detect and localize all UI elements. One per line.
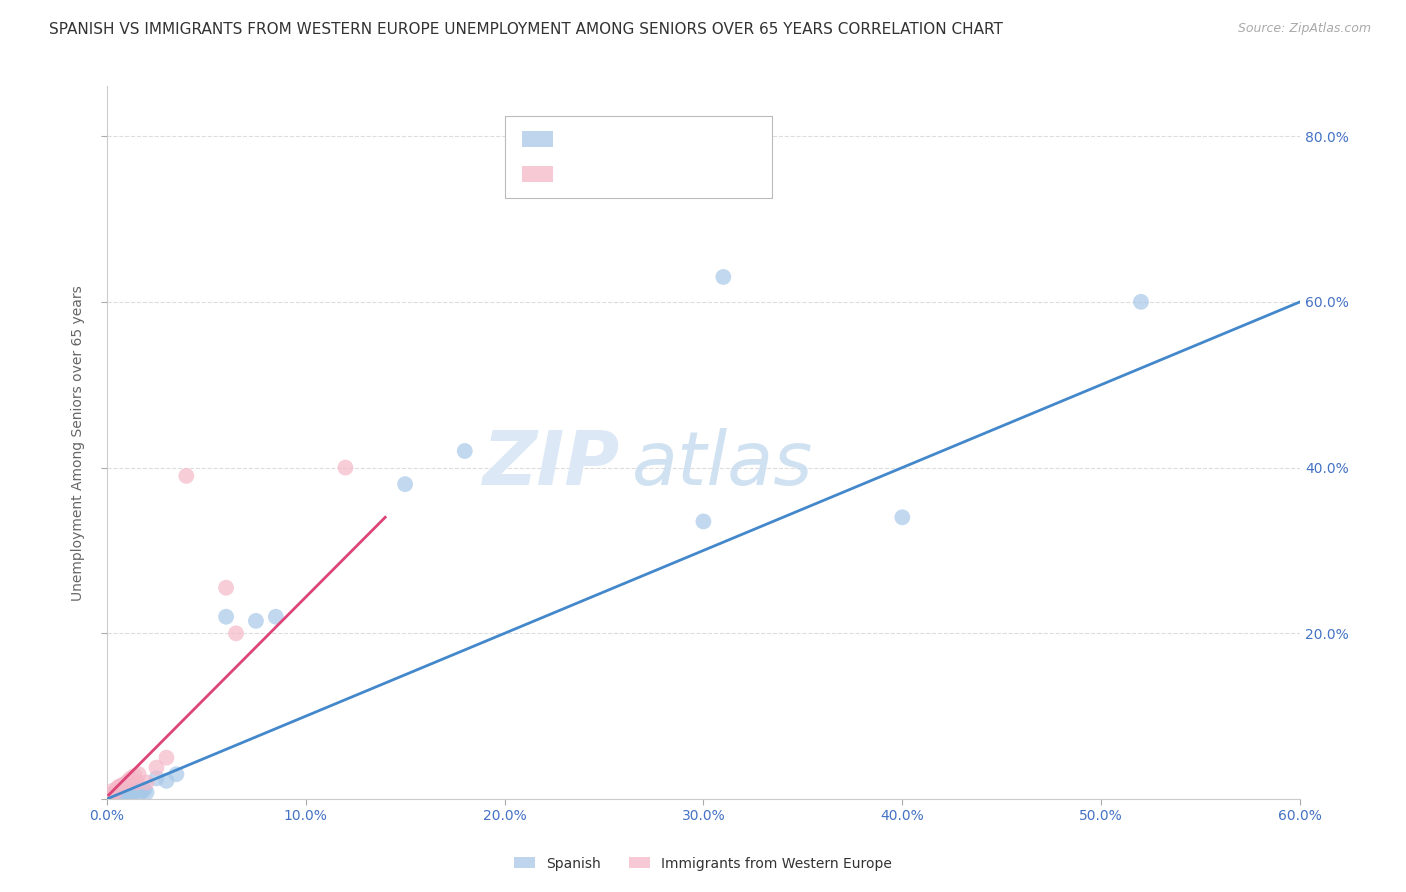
Point: [110, 780, 132, 794]
Point: [121, 785, 143, 799]
Point: [101, 784, 124, 798]
Point: [104, 785, 127, 799]
Point: [176, 468, 198, 483]
Point: [105, 786, 128, 800]
Point: [891, 510, 914, 524]
Legend: Spanish, Immigrants from Western Europe: Spanish, Immigrants from Western Europe: [509, 851, 897, 876]
Point: [335, 460, 357, 475]
Point: [107, 789, 129, 803]
Point: [394, 477, 416, 491]
Point: [111, 787, 134, 801]
Point: [117, 773, 139, 788]
Point: [120, 784, 142, 798]
Point: [114, 785, 136, 799]
Point: [245, 614, 267, 628]
Point: [454, 444, 477, 458]
Point: [105, 782, 128, 797]
Point: [129, 785, 152, 799]
Point: [115, 775, 138, 789]
Point: [125, 775, 148, 789]
Point: [131, 784, 153, 798]
Point: [135, 775, 157, 789]
Point: [107, 780, 129, 794]
Point: [145, 761, 167, 775]
Point: [145, 772, 167, 786]
Point: [155, 773, 177, 788]
Point: [215, 581, 238, 595]
Text: R =: R =: [561, 167, 595, 182]
Point: [104, 790, 127, 805]
Point: [115, 786, 138, 800]
Point: [692, 515, 714, 529]
Point: [110, 788, 132, 802]
Point: [120, 772, 142, 786]
Point: [101, 789, 124, 803]
Point: [264, 609, 287, 624]
Point: [134, 782, 156, 797]
Text: atlas: atlas: [631, 428, 813, 500]
Point: [165, 767, 187, 781]
Point: [100, 789, 122, 804]
Point: [124, 784, 146, 798]
Text: Source: ZipAtlas.com: Source: ZipAtlas.com: [1237, 22, 1371, 36]
Point: [97, 790, 120, 805]
Point: [104, 787, 127, 801]
Text: ZIP: ZIP: [482, 427, 620, 500]
Point: [117, 784, 139, 798]
Point: [711, 270, 734, 285]
Point: [128, 782, 150, 797]
Point: [100, 788, 122, 802]
Y-axis label: Unemployment Among Seniors over 65 years: Unemployment Among Seniors over 65 years: [72, 285, 86, 600]
Text: R =: R =: [561, 132, 595, 147]
Point: [135, 785, 157, 799]
Point: [155, 750, 177, 764]
Point: [124, 769, 146, 783]
Point: [111, 778, 134, 792]
Point: [107, 785, 129, 799]
Text: N =: N =: [638, 132, 682, 147]
Point: [105, 789, 128, 804]
Text: SPANISH VS IMMIGRANTS FROM WESTERN EUROPE UNEMPLOYMENT AMONG SENIORS OVER 65 YEA: SPANISH VS IMMIGRANTS FROM WESTERN EUROP…: [49, 22, 1002, 37]
Text: 0.532: 0.532: [596, 167, 645, 182]
Text: N =: N =: [638, 167, 682, 182]
Point: [114, 777, 136, 791]
Text: 0.718: 0.718: [596, 132, 645, 147]
Text: 21: 21: [678, 167, 699, 182]
Text: 36: 36: [678, 132, 700, 147]
Point: [225, 626, 247, 640]
Point: [128, 767, 150, 781]
Point: [1130, 294, 1153, 309]
Point: [125, 784, 148, 798]
Point: [215, 609, 238, 624]
Point: [100, 789, 122, 804]
